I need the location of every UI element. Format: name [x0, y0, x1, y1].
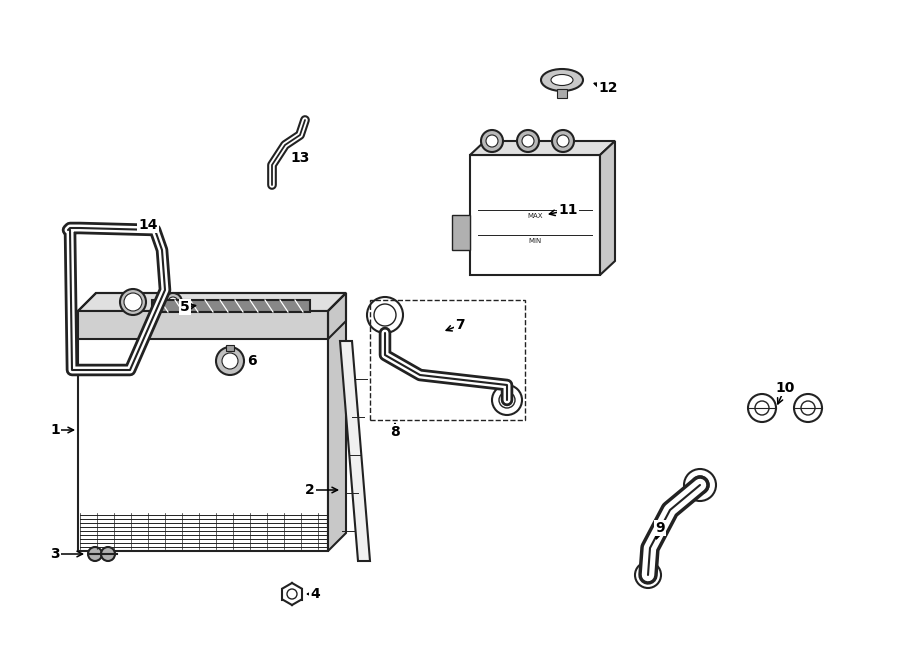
Text: 7: 7	[455, 318, 464, 332]
Circle shape	[120, 289, 146, 315]
Circle shape	[748, 394, 776, 422]
Circle shape	[481, 130, 503, 152]
Circle shape	[124, 293, 142, 311]
Polygon shape	[340, 341, 370, 561]
Polygon shape	[328, 293, 346, 551]
Bar	[152, 300, 310, 312]
Text: 10: 10	[775, 381, 795, 395]
Circle shape	[101, 547, 115, 561]
Bar	[470, 155, 600, 275]
Circle shape	[552, 130, 574, 152]
Text: 5: 5	[180, 300, 190, 314]
Text: 1: 1	[50, 423, 60, 437]
Ellipse shape	[551, 75, 573, 85]
Circle shape	[164, 293, 182, 311]
Text: MIN: MIN	[528, 238, 542, 244]
Circle shape	[794, 394, 822, 422]
Bar	[370, 300, 525, 420]
Bar	[557, 89, 567, 98]
Ellipse shape	[541, 69, 583, 91]
Polygon shape	[78, 293, 346, 311]
Circle shape	[216, 347, 244, 375]
Circle shape	[486, 135, 498, 147]
Polygon shape	[78, 311, 328, 551]
Text: 4: 4	[310, 587, 320, 601]
Bar	[78, 311, 328, 339]
Bar	[452, 215, 470, 250]
Text: 3: 3	[50, 547, 59, 561]
Circle shape	[222, 353, 238, 369]
Circle shape	[684, 469, 716, 501]
Bar	[226, 345, 234, 351]
Polygon shape	[470, 141, 615, 155]
Text: 13: 13	[291, 151, 310, 165]
Circle shape	[517, 130, 539, 152]
Circle shape	[635, 562, 661, 588]
Text: 8: 8	[390, 425, 400, 439]
Circle shape	[88, 547, 102, 561]
Text: 6: 6	[248, 354, 256, 368]
Polygon shape	[600, 141, 615, 275]
Circle shape	[557, 135, 569, 147]
Text: MAX: MAX	[527, 213, 543, 219]
Circle shape	[522, 135, 534, 147]
Circle shape	[168, 297, 178, 307]
Text: 9: 9	[655, 521, 665, 535]
Text: 2: 2	[305, 483, 315, 497]
Text: 12: 12	[598, 81, 617, 95]
Text: 11: 11	[558, 203, 578, 217]
Text: 14: 14	[139, 218, 158, 232]
